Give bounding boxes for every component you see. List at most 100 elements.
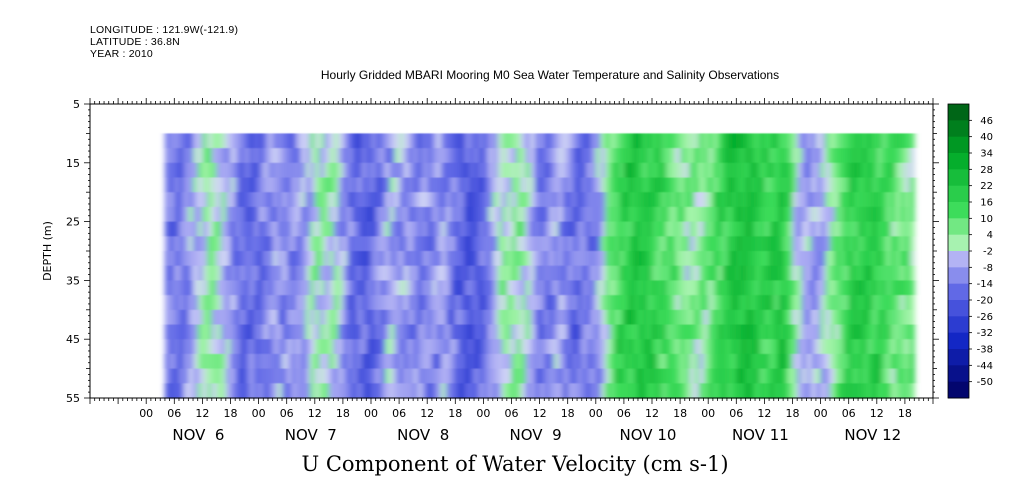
heat-cell: [698, 236, 705, 252]
heat-cell: [698, 339, 705, 355]
heat-cell: [637, 251, 644, 267]
heat-cell: [516, 280, 522, 296]
heat-cell: [829, 221, 836, 237]
heat-cell: [703, 309, 709, 326]
heat-cell: [366, 251, 372, 267]
heat-cell: [324, 353, 330, 370]
heat-cell: [581, 162, 588, 179]
heat-cell: [459, 353, 466, 370]
heat-cell: [605, 192, 611, 208]
heat-cell: [333, 133, 339, 149]
heat-cell: [244, 309, 250, 326]
heat-cell: [225, 353, 232, 370]
heat-cell: [661, 353, 667, 370]
heat-cell: [422, 251, 428, 267]
heat-cell: [534, 221, 541, 237]
heat-cell: [652, 383, 658, 399]
heat-cell: [853, 162, 859, 179]
heat-cell: [385, 383, 391, 399]
heat-cell: [375, 280, 381, 296]
heat-cell: [633, 162, 639, 179]
heat-cell: [670, 192, 677, 208]
heat-cell: [834, 368, 840, 384]
heat-cell: [890, 309, 897, 326]
heat-cell: [764, 192, 770, 208]
heat-cell: [792, 353, 798, 370]
heat-cell: [502, 251, 508, 267]
heat-cell: [216, 236, 222, 252]
heat-cell: [642, 192, 648, 208]
heat-cell: [567, 309, 573, 326]
x-hour-label: 06: [729, 407, 743, 420]
heat-cell: [347, 236, 353, 252]
heat-cell: [497, 265, 503, 281]
heat-cell: [169, 295, 175, 311]
heat-cell: [502, 148, 508, 164]
heat-cell: [328, 353, 335, 370]
heat-cell: [235, 192, 241, 208]
heat-cell: [188, 251, 194, 267]
heat-cell: [881, 324, 887, 340]
heat-cell: [698, 133, 705, 149]
heat-cell: [492, 206, 499, 223]
heat-cell: [164, 192, 171, 208]
heat-cell: [291, 280, 297, 296]
heat-cell: [872, 368, 878, 384]
heat-cell: [356, 368, 363, 384]
heat-cell: [675, 192, 681, 208]
heat-cell: [380, 353, 386, 370]
heat-cell: [207, 383, 213, 399]
heat-cell: [862, 309, 869, 326]
heat-cell: [441, 162, 447, 179]
heat-cell: [221, 265, 227, 281]
heat-cell: [216, 368, 222, 384]
heat-cell: [399, 339, 405, 355]
heat-cell: [478, 251, 484, 267]
heat-cell: [539, 133, 545, 149]
heat-cell: [815, 192, 822, 208]
heat-cell: [853, 206, 859, 223]
heat-cell: [792, 221, 798, 237]
heat-cell: [783, 177, 789, 193]
heat-cell: [783, 206, 789, 223]
colorbar-bin: [948, 365, 969, 383]
heat-cell: [342, 353, 349, 370]
heat-cell: [829, 368, 836, 384]
heat-cell: [403, 192, 410, 208]
heat-cell: [553, 280, 559, 296]
heat-cell: [652, 353, 658, 370]
heat-cell: [305, 177, 311, 193]
heat-cell: [305, 324, 311, 340]
heat-cell: [511, 251, 517, 267]
heat-cell: [825, 148, 831, 164]
heat-cell: [394, 133, 400, 149]
heat-cell: [263, 251, 269, 267]
heat-cell: [703, 177, 709, 193]
heat-cell: [511, 265, 517, 281]
heat-cell: [759, 324, 765, 340]
heat-cell: [178, 192, 185, 208]
heat-cell: [633, 206, 639, 223]
heat-cell: [202, 309, 208, 326]
heat-cell: [338, 383, 344, 399]
heat-cell: [628, 353, 634, 370]
heat-cell: [408, 309, 414, 326]
heat-cell: [445, 295, 452, 311]
heat-cell: [563, 162, 569, 179]
heat-cell: [839, 221, 845, 237]
heat-cell: [867, 221, 873, 237]
heat-cell: [736, 383, 742, 399]
heat-cell: [197, 265, 203, 281]
heat-cell: [413, 265, 419, 281]
heat-cell: [900, 177, 906, 193]
heat-cell: [722, 368, 728, 384]
heat-cell: [895, 206, 901, 223]
heat-cell: [708, 177, 714, 193]
heat-cell: [291, 221, 297, 237]
heat-cell: [675, 280, 681, 296]
heat-cell: [366, 280, 372, 296]
heat-cell: [516, 206, 522, 223]
heat-cell: [478, 206, 484, 223]
heat-cell: [745, 280, 751, 296]
heat-cell: [684, 295, 691, 311]
